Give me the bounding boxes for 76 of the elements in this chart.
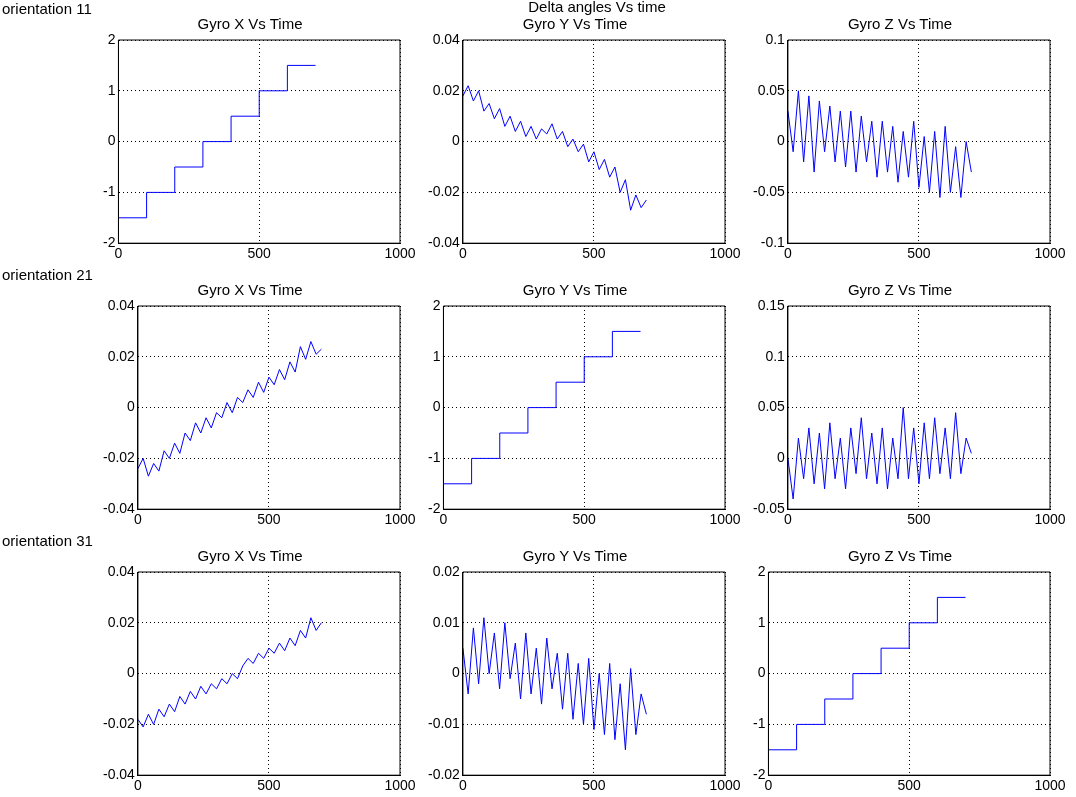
x-tick-label: 500	[572, 511, 597, 528]
y-tick-label: 1	[107, 81, 116, 98]
x-tick-label: 500	[907, 511, 931, 528]
y-tick-label: -0.05	[752, 500, 786, 517]
x-tick-label: 1000	[709, 245, 741, 262]
chart-title: Gyro Y Vs Time	[522, 547, 628, 565]
y-tick-label: 1	[432, 347, 441, 364]
y-tick-label: -0.05	[752, 183, 786, 200]
y-tick-label: 0.02	[107, 347, 136, 364]
y-tick-label: 0.02	[107, 613, 136, 630]
y-tick-label: -2	[428, 500, 441, 517]
y-tick-label: -1	[103, 183, 116, 200]
y-tick-label: -0.04	[102, 766, 136, 783]
x-tick-label: 1000	[384, 511, 416, 528]
y-tick-label: 2	[432, 296, 441, 313]
chart-title: Gyro X Vs Time	[197, 15, 303, 33]
y-tick-label: 0	[757, 664, 766, 681]
y-tick-label: 0.01	[432, 613, 461, 630]
y-tick-label: 0.02	[432, 81, 461, 98]
y-tick-label: -1	[428, 449, 441, 466]
x-tick-label: 500	[247, 245, 272, 262]
x-tick-label: 1000	[709, 511, 741, 528]
y-tick-label: -0.04	[102, 500, 136, 517]
y-tick-label: 0.02	[432, 562, 461, 579]
y-tick-label: -1	[753, 715, 766, 732]
x-tick-label: 1000	[1034, 245, 1066, 262]
y-tick-label: 2	[107, 30, 116, 47]
y-tick-label: 0.05	[757, 81, 786, 98]
y-tick-label: -0.02	[102, 715, 136, 732]
y-tick-label: -0.02	[427, 766, 461, 783]
x-tick-label: 1000	[384, 777, 416, 794]
y-tick-label: -2	[103, 234, 116, 251]
x-tick-label: 500	[257, 777, 281, 794]
y-tick-label: 0.05	[757, 398, 786, 415]
x-tick-label: 500	[907, 245, 931, 262]
chart-title: Gyro Z Vs Time	[847, 281, 953, 299]
x-tick-label: 500	[582, 245, 606, 262]
x-tick-label: 1000	[709, 777, 741, 794]
x-tick-label: 500	[897, 777, 922, 794]
y-tick-label: 0	[127, 664, 136, 681]
y-tick-label: 2	[757, 562, 766, 579]
chart-title: Gyro Y Vs Time	[522, 281, 628, 299]
y-tick-label: 1	[757, 613, 766, 630]
y-tick-label: 0.15	[757, 296, 786, 313]
text: orientation 31	[2, 532, 93, 549]
y-tick-label: -0.04	[427, 234, 461, 251]
y-tick-label: 0	[777, 449, 786, 466]
y-tick-label: -0.02	[427, 183, 461, 200]
x-tick-label: 1000	[384, 245, 416, 262]
y-tick-label: -0.01	[427, 715, 461, 732]
x-tick-label: 500	[257, 511, 281, 528]
y-tick-label: 0.1	[765, 347, 786, 364]
y-tick-label: -2	[753, 766, 766, 783]
y-tick-label: 0.04	[107, 296, 136, 313]
y-tick-label: 0.1	[765, 30, 786, 47]
y-tick-label: 0	[777, 132, 786, 149]
chart-title: Gyro X Vs Time	[197, 281, 303, 299]
y-tick-label: 0	[452, 132, 461, 149]
y-tick-label: 0	[107, 132, 116, 149]
y-tick-label: 0	[452, 664, 461, 681]
text: orientation 21	[2, 266, 93, 283]
chart-title: Gyro X Vs Time	[197, 547, 303, 565]
y-tick-label: -0.02	[102, 449, 136, 466]
chart-title: Gyro Y Vs Time	[522, 15, 628, 33]
x-tick-label: 1000	[1034, 511, 1066, 528]
y-tick-label: 0.04	[107, 562, 136, 579]
chart-title: Gyro Z Vs Time	[847, 547, 953, 565]
x-tick-label: 1000	[1034, 777, 1066, 794]
y-tick-label: -0.1	[760, 234, 786, 251]
x-tick-label: 500	[582, 777, 606, 794]
text: orientation 11	[2, 0, 92, 17]
y-tick-label: 0	[127, 398, 136, 415]
y-tick-label: 0.04	[432, 30, 461, 47]
chart-title: Gyro Z Vs Time	[847, 15, 953, 33]
text: Delta angles Vs time	[527, 0, 667, 15]
y-tick-label: 0	[432, 398, 441, 415]
